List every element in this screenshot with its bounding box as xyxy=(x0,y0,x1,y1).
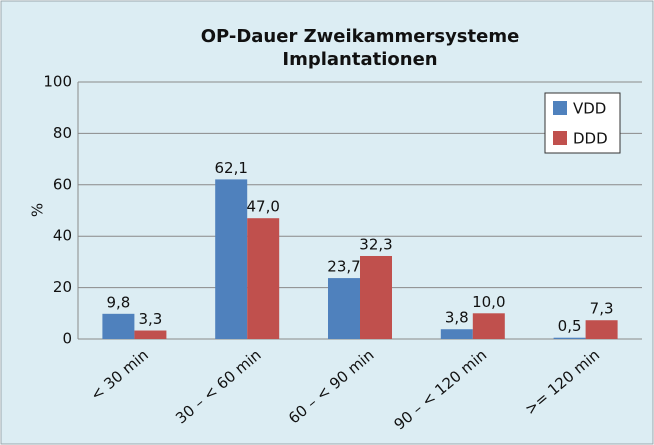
data-label: 62,1 xyxy=(214,159,247,177)
bar xyxy=(102,313,135,339)
legend-label: VDD xyxy=(573,100,606,118)
y-tick-label: 100 xyxy=(43,73,72,91)
bar xyxy=(585,320,618,339)
data-label: 32,3 xyxy=(359,235,392,253)
y-tick-label: 80 xyxy=(53,124,72,142)
chart-title: Implantationen xyxy=(282,49,437,70)
data-label: 7,3 xyxy=(590,300,614,318)
y-tick-label: 40 xyxy=(53,227,72,245)
legend-label: DDD xyxy=(573,130,608,148)
bar xyxy=(247,218,280,339)
legend-swatch xyxy=(553,131,567,145)
data-label: 10,0 xyxy=(472,293,505,311)
y-tick-label: 0 xyxy=(62,330,72,348)
bar xyxy=(360,255,392,339)
legend-swatch xyxy=(553,101,567,115)
y-tick-label: 60 xyxy=(53,175,72,193)
bar xyxy=(472,313,505,339)
bar xyxy=(553,337,586,339)
data-label: 3,3 xyxy=(138,310,162,328)
y-tick-label: 20 xyxy=(53,278,72,296)
bar xyxy=(328,278,360,339)
bar xyxy=(134,330,167,339)
bar xyxy=(215,179,248,339)
bar xyxy=(440,329,473,339)
chart-title: OP-Dauer Zweikammersysteme xyxy=(201,26,520,47)
data-label: 0,5 xyxy=(558,317,582,335)
data-label: 9,8 xyxy=(106,293,130,311)
data-label: 23,7 xyxy=(327,258,360,276)
data-label: 47,0 xyxy=(246,198,279,216)
y-axis-label: % xyxy=(29,203,47,217)
data-label: 3,8 xyxy=(445,309,469,327)
